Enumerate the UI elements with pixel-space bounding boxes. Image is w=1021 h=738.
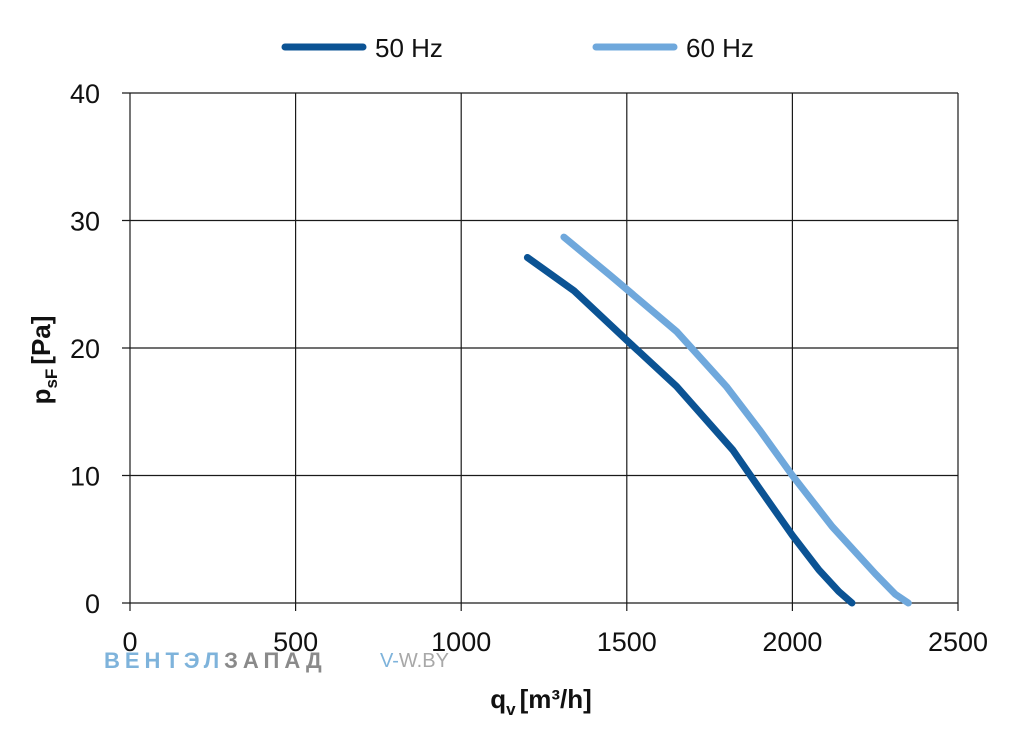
y-tick-label: 30 (70, 207, 100, 237)
svg-text:psF[Pa]: psF[Pa] (26, 316, 61, 405)
grid (122, 92, 959, 611)
legend: 50 Hz 60 Hz (281, 33, 754, 63)
watermark: ВЕНТЭЛЗАПАД V-W.BY (104, 648, 449, 673)
legend-label-50hz: 50 Hz (375, 33, 443, 63)
y-axis-label: psF[Pa] (26, 316, 61, 405)
y-tick-label: 40 (70, 79, 100, 109)
series-line-60hz (560, 233, 912, 607)
x-tick-label: 0 (122, 627, 137, 657)
series-lines (523, 233, 912, 607)
x-tick-label: 500 (273, 627, 318, 657)
x-tick-label: 1500 (597, 627, 657, 657)
x-axis-label: qv [m³/h] (490, 684, 592, 719)
y-tick-label: 0 (85, 589, 100, 619)
x-tick-label: 2000 (762, 627, 822, 657)
x-axis-ticks: 0 500 1000 1500 2000 2500 (122, 627, 988, 657)
series-line-50hz (523, 254, 856, 607)
y-tick-label: 20 (70, 334, 100, 364)
y-tick-label: 10 (70, 462, 100, 492)
watermark-site: V-W.BY (380, 650, 449, 672)
watermark-brand: ВЕНТЭЛЗАПАД (104, 648, 327, 673)
x-tick-label: 1000 (431, 627, 491, 657)
x-tick-label: 2500 (928, 627, 988, 657)
y-axis-ticks: 0 10 20 30 40 (70, 79, 100, 619)
legend-label-60hz: 60 Hz (686, 33, 754, 63)
